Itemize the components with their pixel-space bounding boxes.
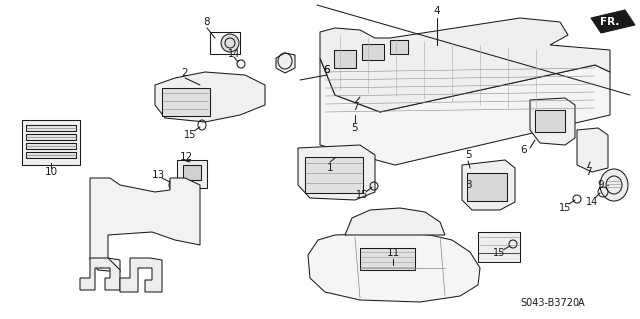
Bar [210, 32, 240, 54]
Text: 15: 15 [184, 130, 196, 140]
Bar [26, 125, 76, 131]
Bar [478, 232, 520, 262]
Text: 8: 8 [204, 17, 211, 27]
Polygon shape [530, 98, 575, 145]
Text: S043-B3720: S043-B3720 [520, 298, 579, 308]
Polygon shape [276, 53, 295, 73]
Bar [535, 110, 565, 132]
Bar [26, 143, 76, 149]
Polygon shape [320, 18, 610, 112]
Polygon shape [155, 72, 265, 122]
Ellipse shape [221, 34, 239, 52]
Bar [390, 40, 408, 54]
Bar [334, 50, 356, 68]
Bar [360, 248, 415, 270]
Bar [26, 152, 76, 158]
Text: 6: 6 [521, 145, 527, 155]
Text: 3: 3 [465, 180, 471, 190]
Text: 9: 9 [598, 180, 604, 190]
Text: 13: 13 [152, 170, 164, 180]
Text: FR.: FR. [600, 17, 620, 27]
Bar [26, 134, 76, 140]
Polygon shape [462, 160, 515, 210]
Bar [362, 44, 384, 60]
Text: 1: 1 [326, 163, 333, 173]
Polygon shape [308, 233, 480, 302]
Text: 5: 5 [352, 123, 358, 133]
Bar [162, 88, 210, 116]
Text: 12: 12 [179, 152, 193, 162]
Ellipse shape [600, 169, 628, 201]
Bar [467, 173, 507, 201]
Bar [305, 157, 363, 193]
Text: 11: 11 [387, 248, 399, 258]
Text: 7: 7 [585, 167, 591, 177]
Polygon shape [120, 258, 162, 292]
Polygon shape [591, 10, 635, 33]
Text: 14: 14 [228, 49, 240, 59]
Polygon shape [80, 258, 120, 290]
Bar [183, 165, 201, 180]
Polygon shape [298, 145, 375, 200]
Bar [177, 160, 207, 188]
Text: 6: 6 [324, 65, 330, 75]
Text: A: A [578, 298, 584, 308]
Text: 14: 14 [586, 197, 598, 207]
Text: 5: 5 [465, 150, 471, 160]
Text: 15: 15 [559, 203, 571, 213]
Polygon shape [22, 120, 80, 165]
Text: 4: 4 [434, 6, 440, 16]
Polygon shape [345, 208, 445, 235]
Text: 15: 15 [356, 190, 368, 200]
Text: 15: 15 [493, 248, 505, 258]
Text: 10: 10 [44, 167, 58, 177]
Polygon shape [90, 178, 200, 272]
Text: 6: 6 [324, 65, 330, 75]
Polygon shape [577, 128, 608, 172]
Text: 2: 2 [182, 68, 188, 78]
Polygon shape [320, 58, 610, 165]
Text: 7: 7 [352, 102, 358, 112]
